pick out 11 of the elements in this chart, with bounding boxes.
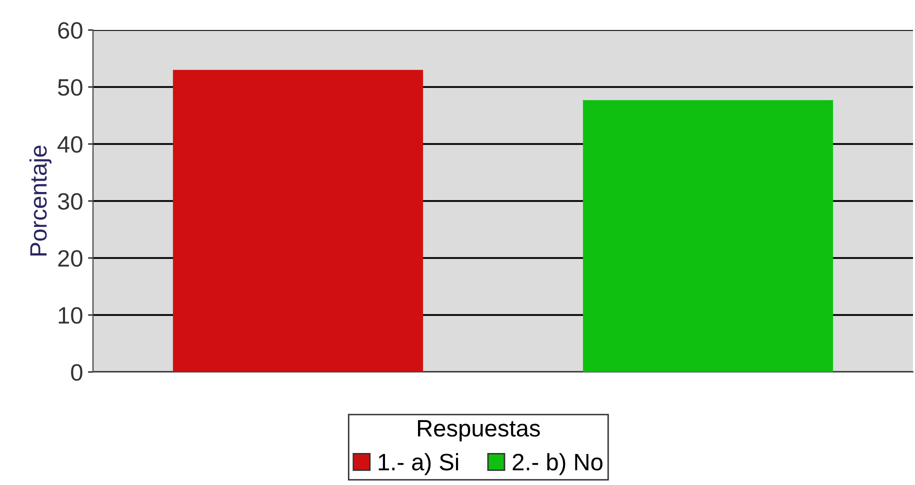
y-axis-title: Porcentaje [29,146,52,256]
y-tick-label: 50 [58,79,82,96]
y-tick-label: 20 [58,250,82,267]
y-tick-label: 0 [71,364,82,381]
y-tick-label: 10 [58,307,82,324]
legend-title: Respuestas [418,420,540,442]
y-tick-label: 30 [58,193,82,210]
legend-label: 2.- b) No [512,453,602,476]
y-tick-label: 40 [58,136,82,153]
legend-label: 1.- a) Si [378,453,458,476]
y-tick-label: 60 [58,22,82,39]
